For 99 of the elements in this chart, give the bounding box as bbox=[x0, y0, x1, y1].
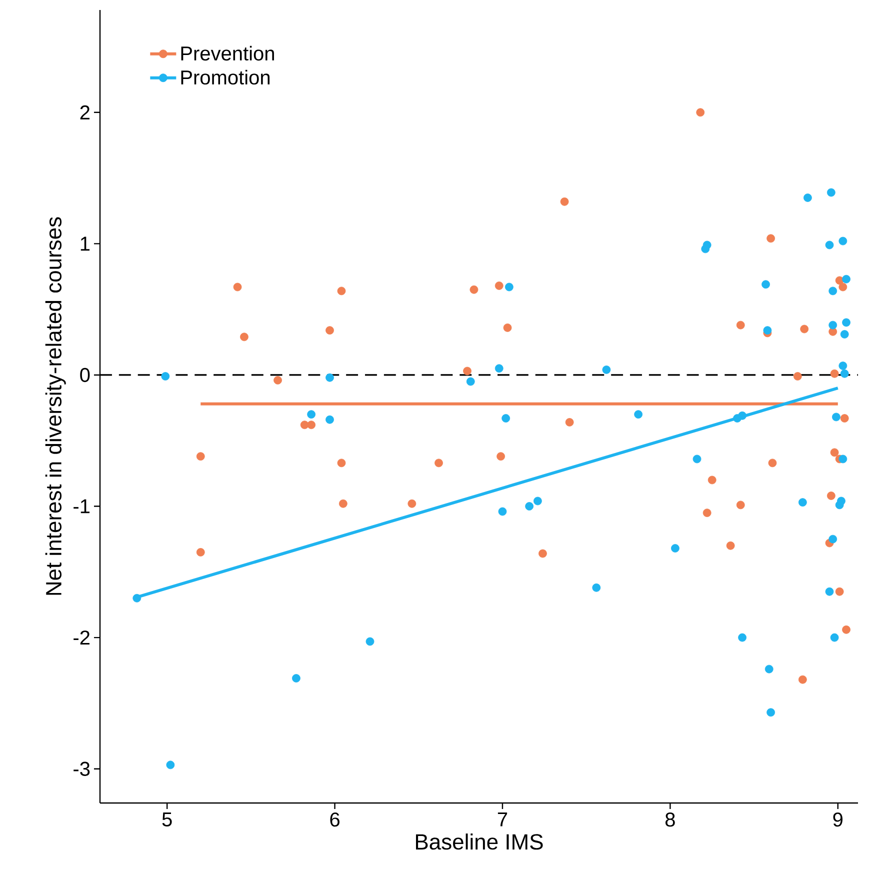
point bbox=[326, 373, 334, 382]
point bbox=[838, 454, 848, 464]
point bbox=[838, 282, 848, 292]
point bbox=[494, 364, 504, 373]
point bbox=[826, 188, 836, 197]
point bbox=[828, 286, 838, 296]
point bbox=[326, 326, 334, 335]
point bbox=[337, 286, 346, 296]
point bbox=[736, 320, 745, 330]
y-axis-title: Net interest in diversity-related courses bbox=[45, 217, 66, 595]
point bbox=[466, 377, 475, 386]
point bbox=[274, 376, 282, 384]
legend-label: Promotion bbox=[181, 70, 270, 85]
point bbox=[837, 496, 846, 506]
point bbox=[840, 369, 849, 378]
point bbox=[196, 452, 205, 461]
y-tick-label: -1 bbox=[74, 499, 90, 514]
point bbox=[726, 541, 735, 550]
point bbox=[502, 414, 510, 423]
point bbox=[292, 674, 300, 682]
point bbox=[525, 502, 534, 510]
point bbox=[565, 418, 574, 426]
point bbox=[702, 508, 712, 518]
point bbox=[434, 458, 443, 468]
x-tick-label: 7 bbox=[498, 812, 508, 826]
point bbox=[326, 415, 334, 424]
y-tick-label: -2 bbox=[74, 630, 90, 645]
y-tick-label: -3 bbox=[74, 762, 90, 776]
point bbox=[764, 664, 774, 674]
point bbox=[738, 633, 746, 642]
point bbox=[838, 236, 848, 246]
point bbox=[832, 412, 840, 422]
point bbox=[696, 108, 705, 117]
point bbox=[494, 281, 504, 290]
point bbox=[504, 282, 514, 292]
point bbox=[132, 594, 142, 602]
point bbox=[463, 366, 472, 376]
point bbox=[166, 760, 175, 770]
point bbox=[762, 280, 770, 289]
point bbox=[828, 320, 838, 330]
point bbox=[835, 587, 844, 596]
x-tick-label: 8 bbox=[665, 812, 675, 827]
point bbox=[634, 410, 643, 419]
y-tick-label: 1 bbox=[80, 236, 90, 251]
point bbox=[830, 448, 839, 457]
point bbox=[828, 534, 838, 544]
point bbox=[768, 458, 777, 468]
point bbox=[592, 583, 601, 592]
point bbox=[838, 362, 848, 370]
x-tick-label: 9 bbox=[833, 812, 842, 827]
point bbox=[842, 274, 850, 284]
point bbox=[842, 625, 850, 634]
point bbox=[701, 244, 710, 254]
point bbox=[300, 420, 309, 430]
point bbox=[498, 507, 507, 516]
legend-label: Prevention bbox=[181, 46, 274, 61]
point bbox=[825, 587, 834, 596]
point bbox=[793, 372, 802, 380]
point bbox=[560, 197, 569, 206]
point bbox=[830, 633, 839, 642]
point bbox=[800, 324, 809, 334]
point bbox=[240, 332, 248, 342]
point bbox=[826, 492, 836, 500]
y-tick-label: 2 bbox=[80, 105, 90, 120]
x-tick-label: 6 bbox=[330, 812, 340, 827]
x-axis-title: Baseline IMS bbox=[416, 834, 543, 850]
point bbox=[766, 708, 775, 717]
point bbox=[692, 454, 702, 464]
point bbox=[798, 498, 807, 507]
point bbox=[307, 420, 316, 430]
point bbox=[763, 326, 772, 335]
point bbox=[196, 548, 205, 556]
point bbox=[825, 240, 834, 250]
point bbox=[233, 282, 242, 292]
point bbox=[842, 318, 850, 327]
point bbox=[738, 411, 746, 420]
point bbox=[840, 414, 849, 423]
y-tick-label: 0 bbox=[80, 368, 90, 382]
point bbox=[338, 499, 348, 508]
point bbox=[496, 452, 505, 461]
point bbox=[803, 194, 812, 202]
point bbox=[307, 410, 316, 419]
point bbox=[671, 544, 680, 552]
point bbox=[470, 285, 478, 294]
point bbox=[830, 369, 839, 378]
point bbox=[503, 324, 512, 332]
x-tick-label: 5 bbox=[162, 812, 172, 826]
point bbox=[538, 549, 547, 558]
point bbox=[533, 496, 542, 506]
point bbox=[798, 675, 807, 684]
point bbox=[766, 234, 775, 243]
point bbox=[736, 500, 745, 510]
point bbox=[337, 458, 346, 468]
point bbox=[161, 372, 170, 380]
point bbox=[840, 330, 849, 338]
point bbox=[366, 637, 374, 646]
point bbox=[408, 499, 416, 508]
point bbox=[602, 366, 611, 374]
point bbox=[708, 476, 716, 484]
